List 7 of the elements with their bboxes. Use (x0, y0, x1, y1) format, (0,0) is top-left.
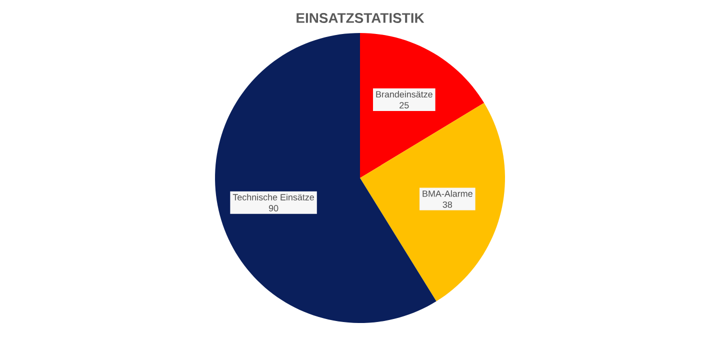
slice-label: BMA-Alarme (422, 190, 472, 197)
slice-label: Technische Einsätze (232, 194, 314, 200)
data-label: 90 (268, 205, 278, 212)
chart-title: EINSATZSTATISTIK (296, 13, 424, 23)
slice-label: Brandeinsätze (376, 90, 432, 98)
data-label: 25 (400, 102, 409, 108)
data-label: 38 (442, 201, 452, 208)
